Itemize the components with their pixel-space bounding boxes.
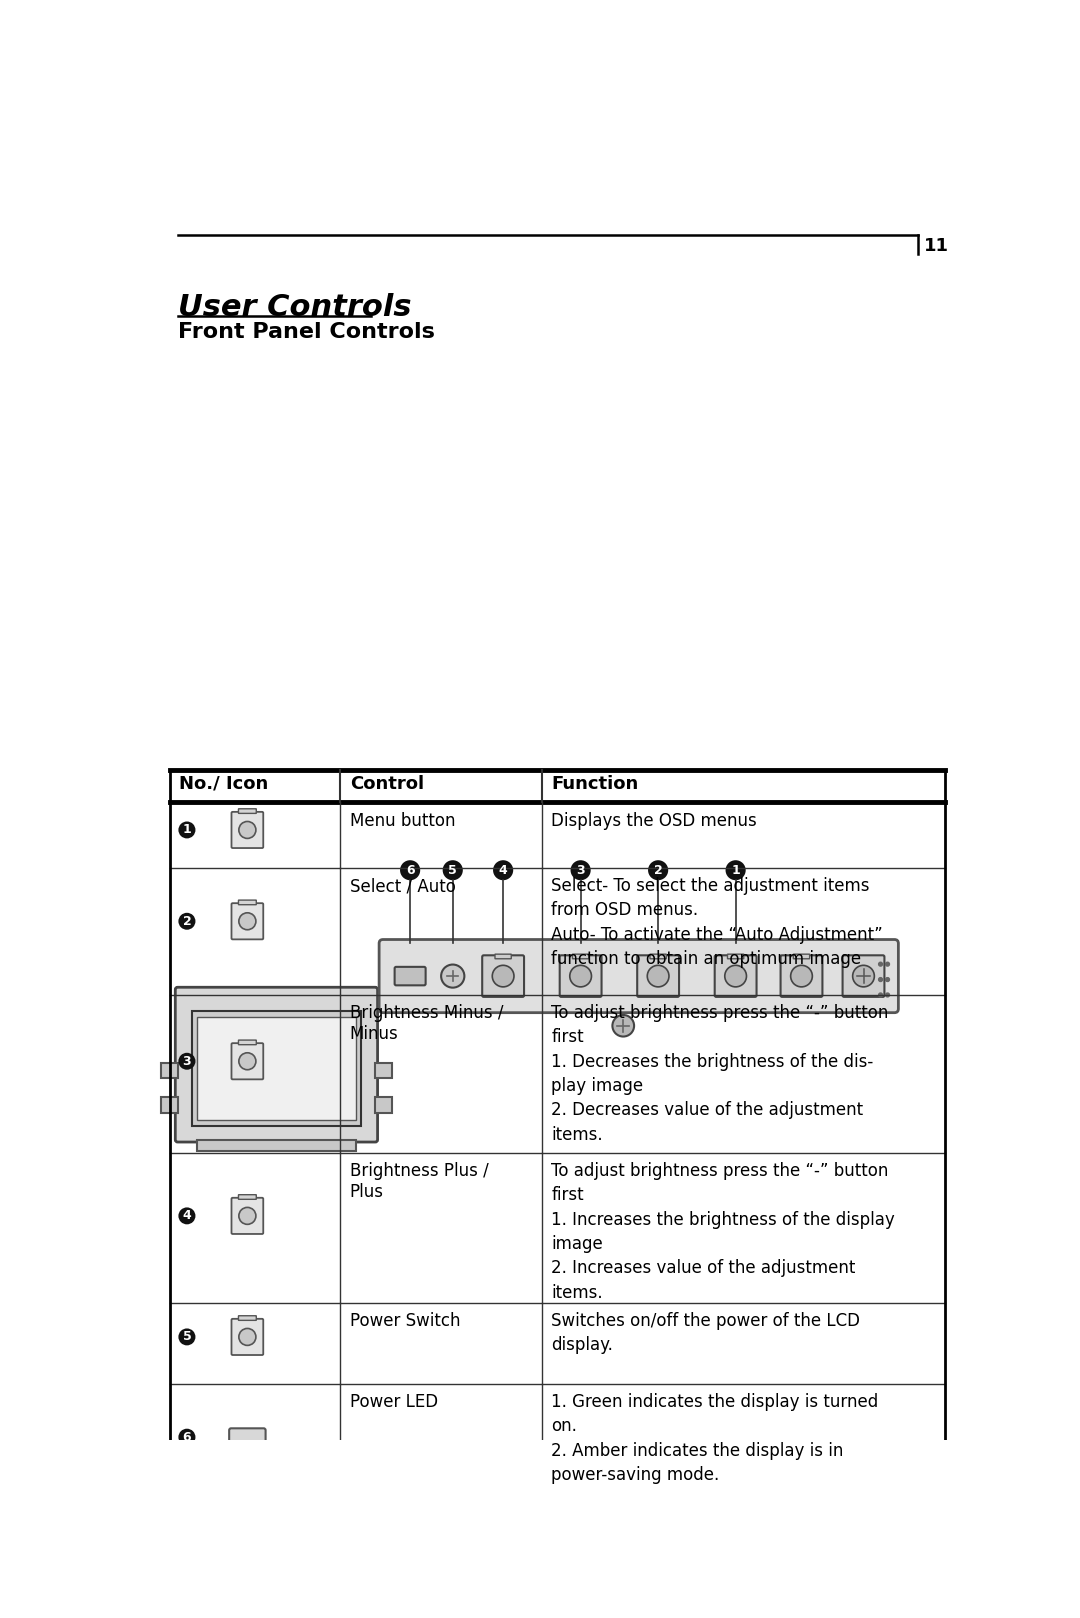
Circle shape: [178, 822, 195, 838]
Text: Control: Control: [350, 775, 423, 793]
Circle shape: [570, 861, 591, 880]
Text: 6: 6: [183, 1430, 191, 1443]
FancyBboxPatch shape: [794, 955, 810, 959]
FancyBboxPatch shape: [175, 987, 378, 1142]
Text: 6: 6: [406, 864, 415, 877]
Circle shape: [612, 1014, 634, 1037]
Text: Menu button: Menu button: [350, 812, 455, 830]
FancyBboxPatch shape: [191, 1011, 362, 1126]
FancyBboxPatch shape: [229, 1429, 266, 1446]
FancyBboxPatch shape: [572, 955, 589, 959]
Circle shape: [400, 861, 420, 880]
Circle shape: [494, 861, 513, 880]
Text: Front Panel Controls: Front Panel Controls: [177, 322, 434, 341]
FancyBboxPatch shape: [650, 955, 666, 959]
FancyBboxPatch shape: [231, 1319, 264, 1354]
Text: 2: 2: [653, 864, 662, 877]
Circle shape: [239, 1207, 256, 1225]
Text: 1: 1: [183, 824, 191, 837]
FancyBboxPatch shape: [375, 1097, 392, 1113]
Circle shape: [647, 966, 669, 987]
FancyBboxPatch shape: [781, 955, 823, 997]
FancyBboxPatch shape: [197, 1016, 356, 1121]
FancyBboxPatch shape: [842, 955, 885, 997]
Circle shape: [879, 963, 882, 966]
Text: 1. Green indicates the display is turned
on.
2. Amber indicates the display is i: 1. Green indicates the display is turned…: [551, 1393, 878, 1484]
Circle shape: [492, 966, 514, 987]
FancyBboxPatch shape: [394, 968, 426, 985]
FancyBboxPatch shape: [197, 1139, 356, 1152]
FancyBboxPatch shape: [482, 955, 524, 997]
FancyBboxPatch shape: [239, 1194, 256, 1199]
Circle shape: [178, 1207, 195, 1225]
FancyBboxPatch shape: [375, 1063, 392, 1078]
Circle shape: [879, 977, 882, 982]
Circle shape: [852, 966, 875, 987]
Text: 3: 3: [183, 1055, 191, 1068]
Text: Switches on/off the power of the LCD
display.: Switches on/off the power of the LCD dis…: [551, 1312, 860, 1354]
FancyBboxPatch shape: [161, 1063, 177, 1078]
Text: Brightness Plus /
Plus: Brightness Plus / Plus: [350, 1162, 488, 1201]
Circle shape: [239, 822, 256, 838]
Circle shape: [886, 993, 890, 997]
FancyBboxPatch shape: [379, 940, 899, 1013]
Circle shape: [726, 861, 745, 880]
Text: 5: 5: [183, 1330, 191, 1343]
FancyBboxPatch shape: [715, 955, 757, 997]
FancyBboxPatch shape: [231, 812, 264, 848]
Text: 5: 5: [448, 864, 457, 877]
FancyBboxPatch shape: [231, 1197, 264, 1235]
Text: 3: 3: [577, 864, 585, 877]
Text: Displays the OSD menus: Displays the OSD menus: [551, 812, 757, 830]
FancyBboxPatch shape: [239, 1040, 256, 1045]
Circle shape: [886, 963, 890, 966]
Text: 4: 4: [499, 864, 508, 877]
FancyBboxPatch shape: [239, 1315, 256, 1320]
Text: 1: 1: [731, 864, 740, 877]
FancyBboxPatch shape: [239, 900, 256, 904]
FancyBboxPatch shape: [728, 955, 744, 959]
Text: No./ Icon: No./ Icon: [179, 775, 269, 793]
Text: Select- To select the adjustment items
from OSD menus.
Auto- To activate the “Au: Select- To select the adjustment items f…: [551, 877, 883, 968]
Text: To adjust brightness press the “-” button
first
1. Decreases the brightness of t: To adjust brightness press the “-” butto…: [551, 1005, 889, 1144]
FancyBboxPatch shape: [161, 1097, 177, 1113]
Text: Select / Auto: Select / Auto: [350, 877, 456, 895]
Circle shape: [725, 966, 746, 987]
Text: Power LED: Power LED: [350, 1393, 437, 1411]
Circle shape: [239, 1328, 256, 1346]
Circle shape: [879, 993, 882, 997]
Circle shape: [648, 861, 669, 880]
Text: Power Switch: Power Switch: [350, 1312, 460, 1330]
Text: 11: 11: [924, 238, 949, 256]
Text: To adjust brightness press the “-” button
first
1. Increases the brightness of t: To adjust brightness press the “-” butto…: [551, 1162, 895, 1301]
Circle shape: [239, 1053, 256, 1069]
Circle shape: [791, 966, 812, 987]
FancyBboxPatch shape: [637, 955, 679, 997]
FancyBboxPatch shape: [559, 955, 602, 997]
Circle shape: [441, 964, 464, 987]
Text: User Controls: User Controls: [177, 293, 411, 322]
Circle shape: [443, 861, 463, 880]
Circle shape: [570, 966, 592, 987]
Circle shape: [886, 977, 890, 982]
FancyBboxPatch shape: [239, 809, 256, 814]
Circle shape: [178, 1328, 195, 1346]
Circle shape: [178, 1429, 195, 1445]
Circle shape: [178, 1053, 195, 1069]
FancyBboxPatch shape: [495, 955, 511, 959]
Text: 2: 2: [183, 914, 191, 927]
Text: Function: Function: [551, 775, 638, 793]
Text: Brightness Minus /
Minus: Brightness Minus / Minus: [350, 1005, 503, 1044]
FancyBboxPatch shape: [231, 903, 264, 940]
Circle shape: [178, 913, 195, 930]
Circle shape: [239, 913, 256, 930]
FancyBboxPatch shape: [231, 1044, 264, 1079]
Text: 4: 4: [183, 1209, 191, 1222]
